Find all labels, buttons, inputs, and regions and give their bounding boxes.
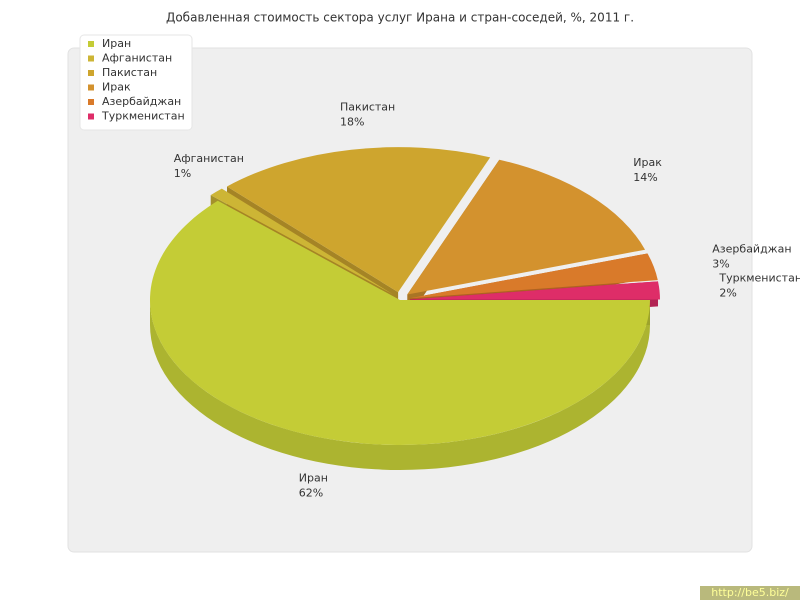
slice-label: Азербайджан bbox=[712, 243, 791, 256]
slice bbox=[226, 147, 491, 293]
legend-swatch bbox=[88, 113, 94, 120]
watermark-bg bbox=[700, 586, 800, 600]
legend-swatch bbox=[88, 99, 94, 105]
slice-label: Ирак bbox=[633, 156, 662, 169]
slice-value-label: 18% bbox=[340, 116, 364, 129]
legend-swatch bbox=[88, 70, 94, 76]
slice-value-label: 62% bbox=[299, 486, 323, 499]
slice-side bbox=[150, 300, 650, 470]
legend-label: Азербайджан bbox=[102, 95, 181, 108]
legend-swatch bbox=[88, 84, 94, 91]
slice bbox=[407, 159, 646, 295]
legend-label: Иран bbox=[102, 37, 131, 50]
slice-value-label: 1% bbox=[174, 167, 191, 180]
legend-swatch bbox=[88, 41, 94, 47]
legend-label: Туркменистан bbox=[101, 110, 185, 123]
chart-title: Добавленная стоимость сектора услуг Иран… bbox=[166, 11, 634, 25]
slice bbox=[210, 188, 393, 295]
slice-value-label: 3% bbox=[712, 258, 729, 271]
legend-swatch bbox=[88, 55, 94, 62]
slice-value-label: 14% bbox=[633, 171, 657, 184]
legend-label: Пакистан bbox=[102, 66, 157, 79]
slice-label: Туркменистан bbox=[718, 271, 800, 284]
watermark: http://be5.biz/ bbox=[711, 586, 789, 599]
slice bbox=[409, 281, 660, 300]
legend-box bbox=[79, 34, 193, 131]
legend-label: Афганистан bbox=[102, 52, 172, 65]
slice-label: Пакистан bbox=[340, 101, 395, 114]
slice bbox=[409, 253, 658, 299]
slice-tops bbox=[150, 147, 660, 445]
slice-value-label: 2% bbox=[719, 286, 736, 299]
slice-label: Иран bbox=[299, 471, 328, 484]
slice bbox=[150, 200, 650, 445]
legend-label: Ирак bbox=[102, 81, 131, 94]
slice-label: Афганистан bbox=[174, 152, 244, 165]
